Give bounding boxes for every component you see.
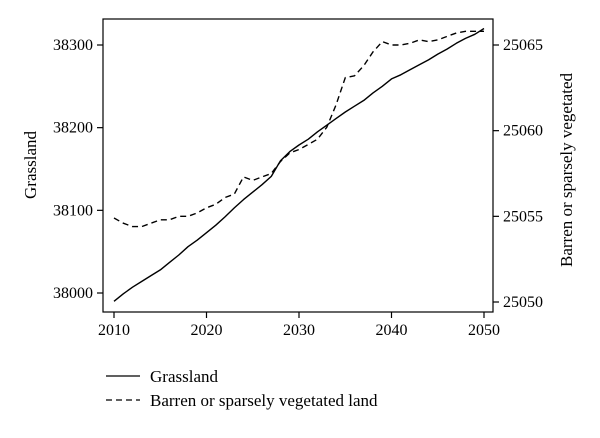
right-y-tick-label-25060: 25060 [503,123,543,140]
legend-label-grassland: Grassland [150,367,218,386]
x-tick-label-2010: 2010 [98,322,130,339]
series-line-grassland [113,27,485,302]
plot-frame [102,18,494,313]
x-tick-label-2030: 2030 [283,322,315,339]
left-y-tick-label-38300: 38300 [53,37,93,54]
legend: Grassland Barren or sparsely vegetated l… [106,367,378,410]
x-tick-label-2020: 2020 [191,322,223,339]
left-y-axis-label: Grassland [21,131,40,199]
legend-label-barren: Barren or sparsely vegetated land [150,391,378,410]
right-y-axis-ticks: 25050 25055 25060 25065 [493,37,543,311]
x-tick-label-2040: 2040 [376,322,408,339]
left-y-axis-ticks: 38000 38100 38200 38300 [53,37,103,302]
x-axis-ticks: 2010 2020 2030 2040 2050 [98,312,500,339]
right-y-tick-label-25065: 25065 [503,37,543,54]
right-y-axis-label: Barren or sparsely vegetated [557,73,576,267]
x-tick-label-2050: 2050 [468,322,500,339]
series-lines [113,27,485,302]
left-y-tick-label-38000: 38000 [53,285,93,302]
right-y-tick-label-25055: 25055 [503,208,543,225]
series-line-barren [113,30,484,228]
left-y-tick-label-38100: 38100 [53,202,93,219]
left-y-tick-label-38200: 38200 [53,120,93,137]
right-y-tick-label-25050: 25050 [503,294,543,311]
